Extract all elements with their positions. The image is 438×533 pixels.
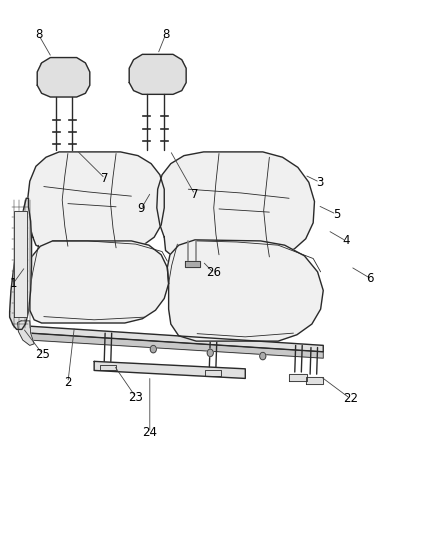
Text: 7: 7 bbox=[191, 188, 199, 201]
Text: 2: 2 bbox=[64, 376, 72, 389]
Text: 24: 24 bbox=[142, 426, 157, 439]
Text: 8: 8 bbox=[162, 28, 169, 41]
Polygon shape bbox=[10, 198, 32, 329]
Polygon shape bbox=[306, 377, 323, 384]
Circle shape bbox=[260, 352, 266, 360]
Polygon shape bbox=[157, 152, 314, 255]
Polygon shape bbox=[18, 321, 34, 345]
Text: 8: 8 bbox=[35, 28, 42, 41]
Text: 6: 6 bbox=[366, 272, 374, 285]
Polygon shape bbox=[100, 365, 116, 370]
Text: 1: 1 bbox=[9, 277, 17, 290]
Circle shape bbox=[150, 345, 156, 353]
Text: 5: 5 bbox=[333, 208, 340, 221]
Polygon shape bbox=[14, 211, 27, 317]
Polygon shape bbox=[94, 361, 245, 378]
Text: 7: 7 bbox=[101, 172, 109, 185]
Polygon shape bbox=[167, 240, 323, 341]
Text: 9: 9 bbox=[137, 203, 145, 215]
Text: 26: 26 bbox=[206, 266, 221, 279]
Text: 4: 4 bbox=[342, 235, 350, 247]
Polygon shape bbox=[129, 54, 186, 94]
Polygon shape bbox=[185, 261, 200, 266]
Polygon shape bbox=[28, 241, 169, 323]
Text: 23: 23 bbox=[128, 391, 143, 403]
Text: 22: 22 bbox=[343, 392, 358, 405]
Polygon shape bbox=[37, 58, 90, 97]
Polygon shape bbox=[30, 333, 323, 358]
Polygon shape bbox=[205, 370, 221, 376]
Text: 3: 3 bbox=[316, 176, 323, 189]
Text: 25: 25 bbox=[35, 348, 50, 361]
Polygon shape bbox=[28, 152, 164, 248]
Circle shape bbox=[207, 349, 213, 357]
Polygon shape bbox=[30, 326, 323, 352]
Polygon shape bbox=[289, 374, 307, 381]
